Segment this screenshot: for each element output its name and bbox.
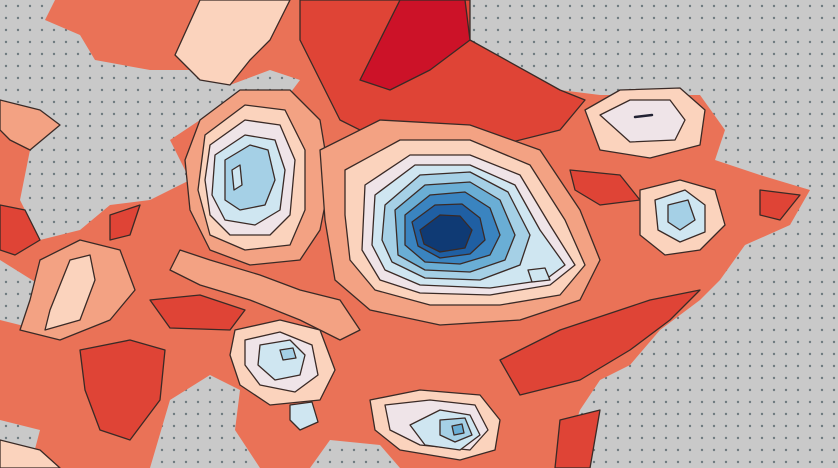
no-data-patch (310, 440, 400, 468)
contour-region-peach (0, 439, 61, 468)
contour-region-peach (44, 254, 96, 331)
no-data-patch (0, 0, 300, 240)
contour-region-near-white (599, 99, 686, 143)
contour-region-light-blue (289, 401, 319, 431)
contour-region-salmon (169, 249, 361, 341)
contour-region-sky-blue (667, 199, 696, 231)
contour-region-red (499, 289, 701, 396)
contour-region-sky-blue (279, 347, 297, 361)
contour-region-mid-blue (451, 423, 465, 436)
contour-region-darkest-blue (419, 214, 473, 253)
contour-region-red (0, 204, 41, 256)
contour-region-red (569, 169, 641, 206)
contour-region-light-blue (231, 164, 243, 191)
contour-region-light-blue (527, 267, 551, 283)
contour-region-red (759, 189, 801, 221)
contour-region-red (109, 204, 141, 241)
no-data-patch (150, 375, 260, 468)
contour-region-sky-blue (224, 144, 276, 211)
contour-line (633, 113, 654, 119)
no-data-patch (600, 210, 838, 468)
contour-region-dark-red (359, 0, 471, 91)
contour-region-red (554, 409, 601, 468)
contour-region-salmon (0, 99, 61, 151)
contour-region-red (79, 339, 166, 441)
contour-region-red (149, 294, 246, 331)
contour-region-peach (174, 0, 291, 86)
